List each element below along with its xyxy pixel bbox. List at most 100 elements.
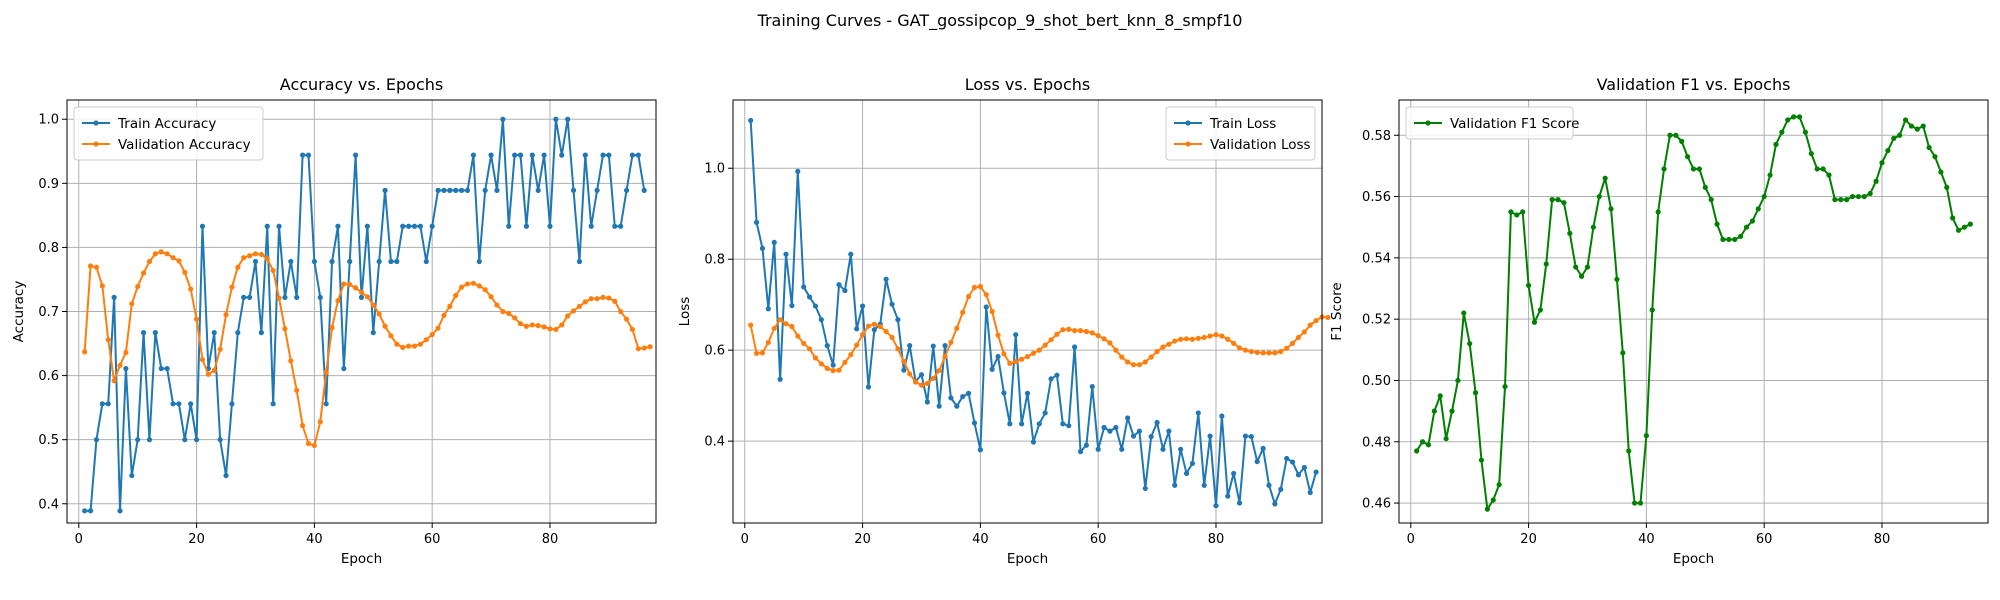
data-point bbox=[1095, 333, 1101, 339]
data-point bbox=[830, 368, 836, 374]
data-point bbox=[252, 258, 259, 265]
y-tick-label: 0.8 bbox=[38, 241, 59, 256]
legend-entry: Train Accuracy bbox=[82, 116, 216, 132]
data-point bbox=[435, 325, 441, 331]
data-point bbox=[529, 152, 535, 158]
data-point bbox=[1007, 421, 1013, 427]
data-point bbox=[854, 326, 860, 332]
data-point bbox=[1502, 383, 1508, 390]
data-point bbox=[294, 294, 300, 300]
data-point bbox=[364, 294, 370, 300]
data-point bbox=[1714, 221, 1720, 227]
data-point bbox=[1278, 486, 1284, 492]
data-point bbox=[140, 270, 147, 276]
data-point bbox=[1148, 354, 1154, 360]
data-point bbox=[547, 223, 553, 229]
data-point bbox=[859, 303, 866, 309]
data-point bbox=[895, 346, 901, 352]
data-point bbox=[1414, 448, 1420, 454]
data-point bbox=[1072, 344, 1078, 350]
data-point bbox=[1054, 331, 1060, 337]
data-point bbox=[217, 346, 223, 352]
x-tick-label: 80 bbox=[1208, 532, 1225, 547]
data-point bbox=[753, 219, 760, 225]
data-point bbox=[258, 330, 264, 336]
data-point bbox=[123, 349, 129, 356]
data-point bbox=[1260, 350, 1266, 356]
data-point bbox=[211, 330, 217, 336]
y-axis-label: Loss bbox=[677, 297, 693, 327]
data-point bbox=[777, 376, 783, 382]
data-point bbox=[1236, 500, 1243, 506]
data-point bbox=[1632, 500, 1638, 506]
data-point bbox=[1060, 327, 1066, 333]
data-point bbox=[1743, 224, 1750, 230]
legend-entry: Validation Loss bbox=[1174, 137, 1311, 153]
data-point bbox=[1024, 390, 1031, 396]
legend-marker bbox=[93, 120, 99, 126]
data-point bbox=[1160, 446, 1166, 452]
data-point bbox=[1531, 319, 1538, 325]
data-point bbox=[771, 239, 777, 245]
data-point bbox=[1125, 359, 1131, 365]
data-point bbox=[1160, 344, 1166, 350]
data-point bbox=[854, 342, 860, 348]
data-point bbox=[470, 280, 477, 286]
data-point bbox=[901, 367, 907, 373]
data-point bbox=[1567, 230, 1573, 236]
data-point bbox=[1095, 446, 1101, 452]
data-point bbox=[152, 330, 158, 336]
y-tick-label: 0.6 bbox=[704, 344, 725, 359]
data-point bbox=[529, 322, 535, 328]
data-point bbox=[105, 337, 111, 343]
data-point bbox=[1690, 166, 1697, 172]
data-point bbox=[270, 401, 276, 407]
data-point bbox=[417, 223, 423, 229]
legend-label: Validation F1 Score bbox=[1450, 116, 1579, 132]
data-point bbox=[99, 283, 105, 289]
data-point bbox=[1955, 227, 1962, 233]
data-point bbox=[824, 343, 830, 349]
data-point bbox=[317, 419, 323, 425]
data-point bbox=[388, 333, 394, 339]
data-point bbox=[948, 339, 954, 346]
data-point bbox=[1072, 328, 1078, 334]
data-point bbox=[535, 323, 541, 329]
data-point bbox=[966, 293, 972, 300]
data-point bbox=[441, 312, 447, 318]
data-point bbox=[895, 317, 901, 323]
legend-label: Validation Loss bbox=[1210, 137, 1311, 153]
x-axis-label: Epoch bbox=[1007, 551, 1048, 567]
data-point bbox=[759, 245, 766, 251]
data-point bbox=[111, 294, 117, 300]
data-point bbox=[748, 322, 754, 328]
data-point bbox=[1036, 421, 1042, 427]
data-point bbox=[588, 296, 594, 302]
data-point bbox=[971, 284, 978, 290]
data-point bbox=[576, 258, 583, 265]
data-point bbox=[565, 313, 571, 319]
data-point bbox=[1537, 307, 1543, 313]
data-point bbox=[282, 326, 288, 332]
data-point bbox=[1048, 376, 1054, 382]
data-point bbox=[606, 152, 612, 158]
data-point bbox=[1195, 335, 1201, 341]
y-axis-label: Accuracy bbox=[11, 281, 27, 343]
data-point bbox=[1066, 326, 1072, 332]
data-point bbox=[1136, 428, 1143, 434]
legend-label: Train Loss bbox=[1209, 116, 1276, 132]
x-axis-label: Epoch bbox=[341, 551, 382, 567]
data-point bbox=[135, 437, 141, 443]
data-point bbox=[1472, 390, 1479, 396]
data-point bbox=[1738, 233, 1744, 240]
data-point bbox=[482, 187, 488, 193]
x-tick-label: 80 bbox=[1874, 532, 1891, 547]
data-point bbox=[1879, 160, 1885, 166]
data-point bbox=[1042, 410, 1048, 416]
data-point bbox=[1189, 460, 1196, 467]
data-point bbox=[370, 302, 376, 308]
data-point bbox=[1891, 135, 1897, 141]
data-point bbox=[806, 346, 813, 352]
data-point bbox=[329, 324, 335, 331]
data-point bbox=[629, 326, 636, 333]
